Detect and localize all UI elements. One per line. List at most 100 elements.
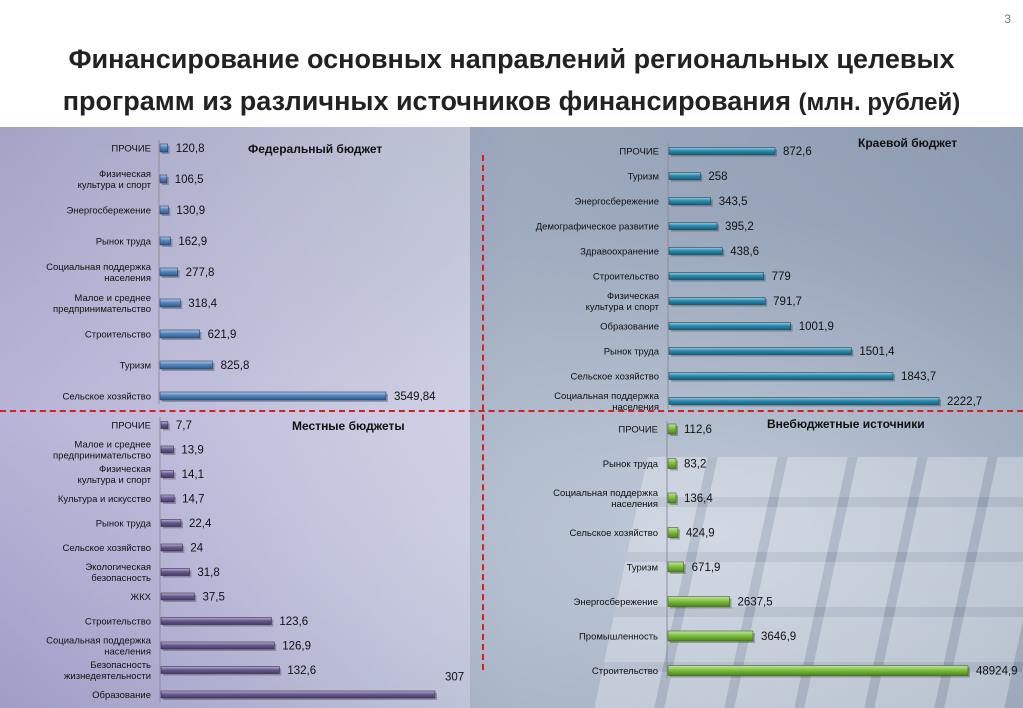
local-bar-group: Безопасность жизнедеятельности 132,6 bbox=[64, 660, 316, 682]
local-category-label: Образование bbox=[92, 690, 151, 701]
regional-bar-group: Строительство 779 bbox=[593, 271, 791, 283]
federal-bar bbox=[159, 267, 178, 277]
regional-value-label: 779 bbox=[772, 271, 791, 283]
local-value-label: 123,6 bbox=[279, 616, 308, 628]
local-bar-group: Образование 307 bbox=[92, 672, 464, 702]
federal-bar bbox=[159, 205, 169, 215]
regional-value-label: 1001,9 bbox=[799, 321, 834, 333]
local-bar-group: ПРОЧИЕ 7,7 bbox=[111, 420, 192, 432]
local-value-label: 126,9 bbox=[282, 641, 311, 653]
local-bar bbox=[160, 690, 436, 699]
regional-category-label: Демографическое развитие bbox=[536, 222, 659, 233]
regional-value-label: 258 bbox=[708, 171, 727, 183]
local-bar bbox=[160, 519, 182, 527]
regional-value-label: 872,6 bbox=[783, 146, 812, 158]
chart-area bbox=[0, 127, 1023, 708]
local-bar-group: Социальная поддержка населения 126,9 bbox=[46, 636, 311, 658]
federal-panel-title: Федеральный бюджет bbox=[248, 142, 383, 156]
offbudget-bar-group: Энергосбережение 2637,5 bbox=[574, 596, 773, 609]
regional-bar-group: Социальная поддержка населения 2222,7 bbox=[554, 391, 982, 413]
offbudget-bar-group: Промышленность 3646,9 bbox=[579, 630, 796, 643]
local-category-label: Экологическая безопасность bbox=[85, 562, 151, 584]
regional-category-label: Образование bbox=[600, 322, 659, 333]
federal-category-label: ПРОЧИЕ bbox=[111, 144, 151, 155]
federal-bar bbox=[159, 236, 171, 246]
regional-bar bbox=[668, 322, 792, 330]
offbudget-value-label: 112,6 bbox=[684, 424, 712, 436]
federal-bar-group: Строительство 621,9 bbox=[85, 329, 236, 341]
title-unit: (млн. рублей) bbox=[798, 89, 961, 116]
local-bar bbox=[160, 543, 183, 552]
local-value-label: 13,9 bbox=[181, 445, 203, 457]
offbudget-bar bbox=[667, 527, 679, 538]
regional-value-label: 395,2 bbox=[725, 221, 754, 233]
regional-bar bbox=[668, 397, 940, 405]
divider-horizontal bbox=[0, 410, 1023, 412]
regional-bar-group: Физическая культура и спорт 791,7 bbox=[586, 291, 802, 313]
federal-bar bbox=[159, 329, 200, 339]
federal-category-label: Сельское хозяйство bbox=[63, 392, 152, 403]
offbudget-value-label: 83,2 bbox=[684, 459, 706, 471]
local-budget-chart: ПРОЧИЕ 7,7 Малое и среднее предпринимательс… bbox=[46, 417, 464, 703]
regional-bar-group: Энергосбережение 343,5 bbox=[575, 196, 748, 208]
local-bar bbox=[160, 617, 272, 625]
regional-value-label: 791,7 bbox=[773, 296, 802, 308]
local-bar-group: Сельское хозяйство 24 bbox=[63, 543, 204, 555]
federal-value-label: 162,9 bbox=[178, 236, 207, 248]
regional-bar bbox=[668, 222, 718, 230]
offbudget-chart: ПРОЧИЕ 112,6 Рынок труда 83,2 Социальная под… bbox=[553, 421, 1018, 679]
local-bar-group: Малое и среднее предпринимательство 13,9 bbox=[53, 440, 204, 462]
federal-bar bbox=[159, 391, 387, 401]
federal-category-label: Туризм bbox=[120, 361, 151, 372]
federal-category-label: Малое и среднее предпринимательство bbox=[53, 293, 151, 315]
regional-category-label: Здравоохранение bbox=[580, 247, 659, 258]
regional-bar-group: Туризм 258 bbox=[628, 171, 728, 183]
offbudget-category-label: Социальная поддержка населения bbox=[553, 488, 659, 510]
federal-bar-group: Туризм 825,8 bbox=[120, 360, 250, 372]
offbudget-category-label: ПРОЧИЕ bbox=[618, 425, 658, 436]
federal-bar-group: Энергосбережение 130,9 bbox=[67, 205, 206, 217]
regional-value-label: 438,6 bbox=[730, 246, 759, 258]
local-category-label: Физическая культура и спорт bbox=[78, 464, 152, 486]
federal-bar-group: Социальная поддержка населения 277,8 bbox=[46, 262, 214, 284]
offbudget-value-label: 671,9 bbox=[692, 562, 721, 574]
regional-category-label: ПРОЧИЕ bbox=[619, 147, 659, 158]
local-value-label: 37,5 bbox=[202, 592, 224, 604]
regional-value-label: 1843,7 bbox=[901, 371, 936, 383]
offbudget-category-label: Рынок труда bbox=[603, 459, 659, 470]
federal-category-label: Физическая культура и спорт bbox=[78, 169, 152, 191]
offbudget-category-label: Энергосбережение bbox=[574, 597, 658, 608]
offbudget-bar-group: Рынок труда 83,2 bbox=[603, 458, 706, 471]
local-bar bbox=[160, 666, 280, 674]
offbudget-bar bbox=[667, 561, 684, 573]
offbudget-bar bbox=[667, 630, 754, 642]
regional-bar bbox=[668, 372, 894, 380]
regional-value-label: 343,5 bbox=[719, 196, 748, 208]
local-category-label: ПРОЧИЕ bbox=[111, 421, 151, 432]
federal-value-label: 130,9 bbox=[176, 205, 205, 217]
federal-value-label: 120,8 bbox=[176, 143, 205, 155]
local-category-label: ЖКХ bbox=[130, 592, 151, 603]
federal-value-label: 318,4 bbox=[188, 298, 217, 310]
local-value-label: 132,6 bbox=[287, 665, 316, 677]
regional-bar-group: Образование 1001,9 bbox=[600, 321, 834, 333]
offbudget-bar-group: Туризм 671,9 bbox=[627, 561, 721, 574]
regional-bar-group: Демографическое развитие 395,2 bbox=[536, 221, 754, 233]
title-line-2: программ из различных источников финанси… bbox=[0, 80, 1023, 124]
offbudget-bar-group: Сельское хозяйство 424,9 bbox=[570, 527, 715, 540]
local-bar bbox=[160, 592, 195, 601]
regional-value-label: 2222,7 bbox=[947, 396, 982, 408]
divider-vertical bbox=[482, 155, 484, 670]
regional-bar bbox=[668, 272, 764, 280]
federal-category-label: Социальная поддержка населения bbox=[46, 262, 152, 284]
local-value-label: 7,7 bbox=[176, 420, 192, 432]
local-bar-group: Экологическая безопасность 31,8 bbox=[85, 562, 219, 584]
federal-value-label: 277,8 bbox=[186, 267, 215, 279]
regional-category-label: Энергосбережение bbox=[575, 197, 659, 208]
federal-bar-group: Физическая культура и спорт 106,5 bbox=[78, 169, 204, 191]
slide-number: 3 bbox=[1004, 12, 1011, 26]
local-value-label: 22,4 bbox=[189, 518, 212, 530]
local-bar bbox=[160, 470, 174, 478]
federal-bar bbox=[159, 298, 181, 308]
federal-bar-group: Малое и среднее предпринимательство 318,4 bbox=[53, 293, 218, 315]
